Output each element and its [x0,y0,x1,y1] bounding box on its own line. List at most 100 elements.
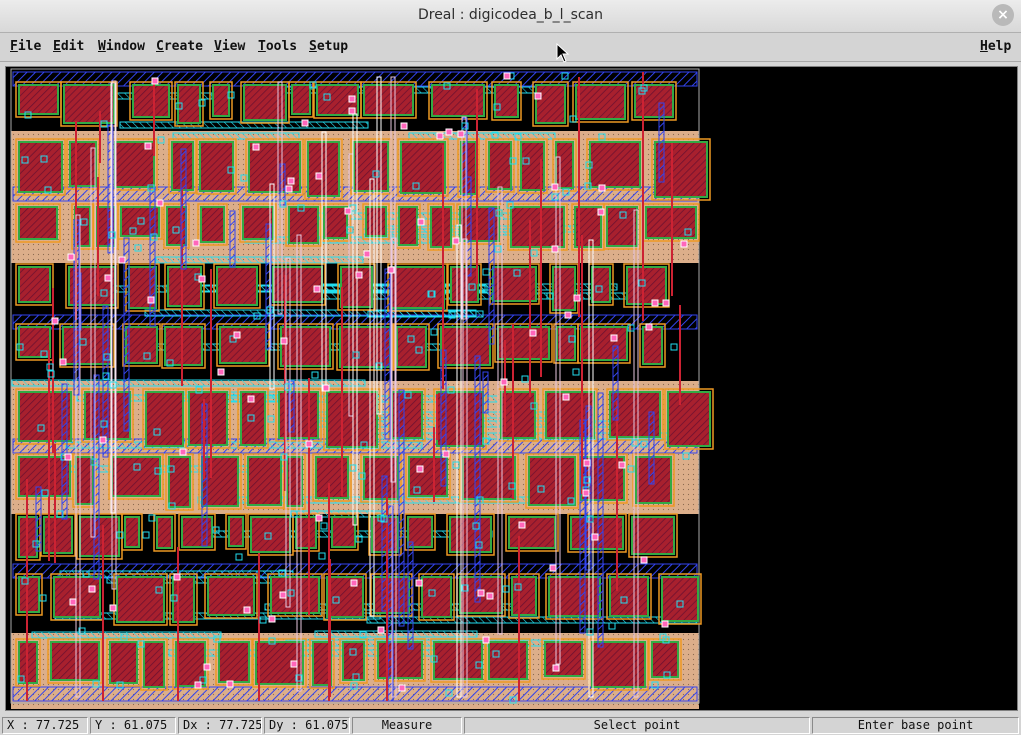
via-contact [564,311,572,319]
via-contact [436,132,444,140]
poly-line [529,347,531,394]
via-contact [582,489,590,497]
metal2-contact [46,363,54,371]
diffusion-region [642,326,663,365]
diffusion-region [363,456,399,500]
metal2-contact [37,424,45,432]
metal2-contact [320,522,328,530]
via-contact [194,681,202,689]
via-contact [285,185,293,193]
metal2-contact [264,532,272,540]
via-contact [268,615,276,623]
via-contact [400,122,408,130]
metal2-contact [619,211,627,219]
via-contact [573,294,581,302]
diffusion-region [556,326,576,361]
via-contact [173,573,181,581]
diffusion-region [365,206,387,237]
diffusion-region [50,641,100,681]
implant-region [196,138,237,195]
poly-line [671,143,673,296]
metal2-contact [116,531,124,539]
metal2-contact [40,350,48,358]
metal2-contact [638,87,646,95]
diffusion-region [552,266,576,311]
implant-region [485,138,515,193]
diffusion-region [431,84,485,117]
poly-line [48,350,50,561]
menu-edit[interactable]: Edit [53,39,85,54]
metal2-contact [102,372,110,380]
via-contact [610,334,618,342]
via-contact [322,384,330,392]
implant-region [288,81,314,118]
implant-region [204,573,258,619]
metal2-contact [39,594,47,602]
via-contact [597,208,605,216]
diffusion-region [156,516,173,549]
metal2-contact [278,569,286,577]
metal2-contact [495,209,503,217]
implant-region [267,573,323,617]
close-button[interactable]: × [992,4,1014,26]
menu-view[interactable]: View [214,39,246,54]
implant-region [606,573,652,620]
via-contact [280,337,288,345]
metal2-contact [682,452,690,460]
via-contact [551,245,559,253]
metal2-contact [195,386,203,394]
via-contact [482,636,490,644]
diffusion-region [580,326,628,361]
via-contact [287,177,295,185]
metal2-contact [213,635,221,643]
implant-region [404,513,436,551]
implant-region [15,388,75,445]
diffusion-region [631,516,675,555]
metal2-contact [47,370,55,378]
implant-region [65,263,119,309]
diffusion-region [18,266,51,303]
metal2-contact [137,640,145,648]
metal2-contact [137,217,145,225]
menu-setup[interactable]: Setup [309,39,349,54]
via-contact [416,465,424,473]
diffusion-region [307,141,340,197]
layout-canvas[interactable] [5,66,1018,711]
metal2-contact [355,535,363,543]
implant-region [397,138,449,197]
via-contact [415,579,423,587]
menu-window[interactable]: Window [98,39,145,54]
menu-create[interactable]: Create [156,39,203,54]
via-contact [144,142,152,150]
via-contact [67,253,75,261]
metal2-contact [155,586,163,594]
implant-region [140,638,168,691]
implant-region [623,263,670,308]
metal2-contact [350,682,358,690]
metal2-contact [90,458,98,466]
implant-region [169,573,198,626]
metal2-contact [198,99,206,107]
metal2-contact [170,594,178,602]
metal2-contact [561,72,569,80]
menu-tools[interactable]: Tools [258,39,298,54]
via-contact [529,329,537,337]
menu-file[interactable]: File [10,39,42,54]
diffusion-region [488,641,528,680]
metal2-contact [530,249,538,257]
implant-region [532,81,569,127]
diffusion-region [363,84,414,116]
implant-region [542,388,598,442]
diffusion-region [377,641,423,679]
metal2-contact [154,467,162,475]
metal1-strap [474,355,481,603]
implant-region [277,323,334,370]
poly-line [529,220,531,397]
implant-region [312,453,352,502]
metal2-contact [494,245,502,253]
menu-help[interactable]: Help [980,39,1012,54]
metal2-contact [148,514,156,522]
diffusion-region [63,84,115,124]
metal2-contact [428,589,436,597]
implant-region [494,323,553,363]
